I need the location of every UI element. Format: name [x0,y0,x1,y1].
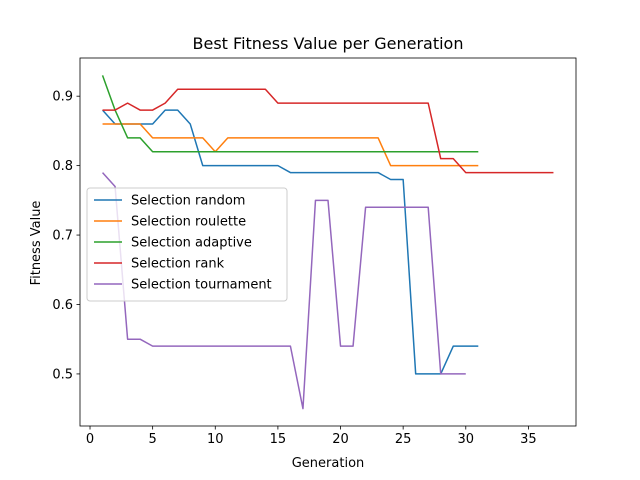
x-tick-label: 15 [270,432,287,447]
x-tick-label: 0 [86,432,94,447]
series-line-5 [101,172,466,410]
x-tick-label: 5 [149,432,157,447]
x-tick-label: 35 [520,432,537,447]
legend-label-4: Selection rank [131,257,225,272]
x-tick-label: 20 [332,432,349,447]
series-line-4 [102,88,554,174]
y-tick-label: 0.8 [52,159,73,174]
legend-label-5: Selection tournament [131,278,272,293]
axes-layer: 0 5 10 15 20 25 30 35 0.5 0.6 0.7 0.8 0.9 [52,57,577,447]
plot-frame [79,57,577,427]
series-layer [101,75,554,410]
legend-label-2: Selection roulette [131,215,246,230]
legend-label-1: Selection random [131,194,245,209]
x-tick-label: 30 [458,432,475,447]
y-tick-label: 0.9 [52,90,73,105]
chart-title: Best Fitness Value per Generation [193,34,464,53]
legend: Selection random Selection roulette Select… [86,187,288,302]
series-line-3 [101,75,479,153]
y-axis-label: Fitness Value [29,201,44,286]
series-line-1 [101,109,479,375]
series-line-2 [102,123,479,167]
y-tick-label: 0.5 [52,367,73,382]
x-tick-label: 10 [207,432,224,447]
x-axis-label: Generation [292,456,365,471]
legend-box [86,187,288,302]
y-tick-label: 0.6 [52,298,73,313]
y-tick-label: 0.7 [52,229,73,244]
legend-label-3: Selection adaptive [131,236,252,251]
x-tick-label: 25 [395,432,412,447]
